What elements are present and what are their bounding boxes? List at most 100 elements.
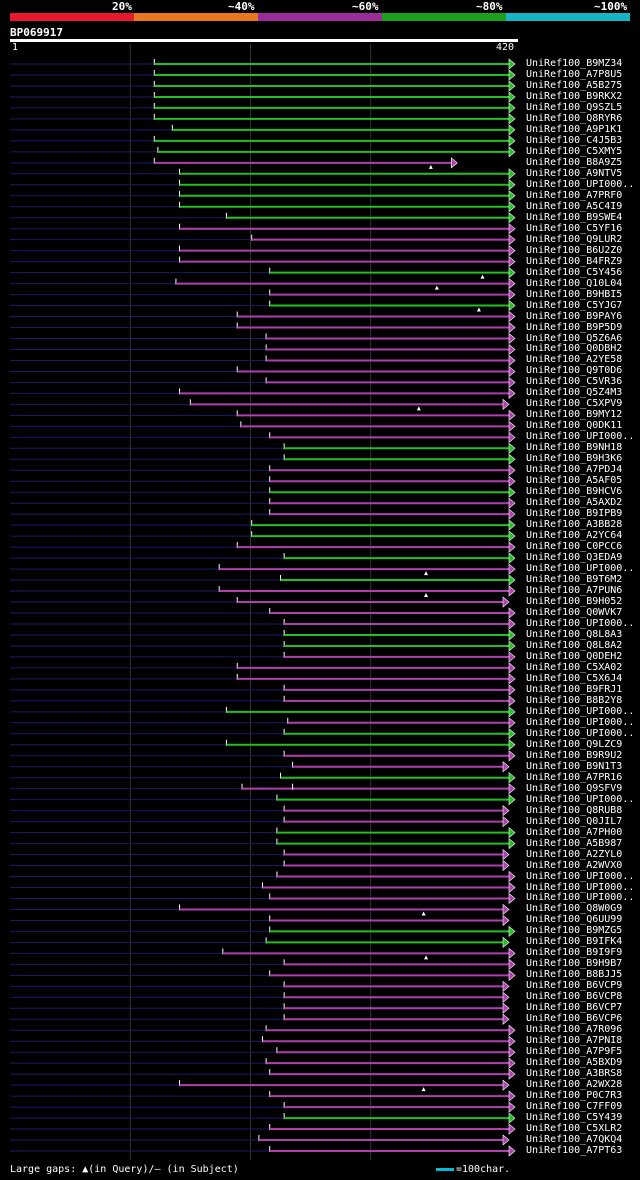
hit-label[interactable]: UniRef100_B9MY12 bbox=[526, 409, 623, 421]
hit-label[interactable]: UniRef100_Q8W0G9 bbox=[526, 903, 623, 915]
hit-label[interactable]: UniRef100_B9H3K6 bbox=[526, 453, 623, 465]
hit-label[interactable]: UniRef100_P0C7R3 bbox=[526, 1090, 623, 1102]
hit-label[interactable]: UniRef100_A5AF05 bbox=[526, 475, 623, 487]
hit-label[interactable]: UniRef100_Q0WVK7 bbox=[526, 607, 623, 618]
hit-label[interactable]: UniRef100_Q9SFV9 bbox=[526, 782, 623, 794]
hit-label[interactable]: UniRef100_B9HCV6 bbox=[526, 486, 623, 498]
hit-label[interactable]: UniRef100_B9MZ34 bbox=[526, 58, 623, 69]
hit-label[interactable]: UniRef100_B9SWE4 bbox=[526, 211, 623, 223]
hit-label[interactable]: UniRef100_B6VCP7 bbox=[526, 1002, 623, 1014]
hit-label[interactable]: UniRef100_Q0DK11 bbox=[526, 420, 623, 432]
hit-label[interactable]: UniRef100_Q8L8A2 bbox=[526, 639, 623, 651]
hit-label[interactable]: UniRef100_UPI000.. bbox=[526, 563, 635, 575]
hit-label[interactable]: UniRef100_B8BJJ5 bbox=[526, 969, 623, 981]
hit-label[interactable]: UniRef100_B9NH18 bbox=[526, 442, 623, 454]
hit-label[interactable]: UniRef100_Q9LUR2 bbox=[526, 233, 623, 245]
hit-label[interactable]: UniRef100_B9IFK4 bbox=[526, 936, 623, 948]
hit-label[interactable]: UniRef100_Q8L8A3 bbox=[526, 628, 623, 640]
hit-label[interactable]: UniRef100_UPI000.. bbox=[526, 178, 635, 190]
hit-label[interactable]: UniRef100_C5YF16 bbox=[526, 222, 623, 234]
hit-label[interactable]: UniRef100_Q5Z6A6 bbox=[526, 332, 623, 344]
hit-label[interactable]: UniRef100_B9FRJ1 bbox=[526, 683, 623, 695]
hit-label[interactable]: UniRef100_A7PUN6 bbox=[526, 585, 623, 597]
hit-label[interactable]: UniRef100_B9H052 bbox=[526, 596, 623, 608]
hit-label[interactable]: UniRef100_B6VCP9 bbox=[526, 980, 623, 992]
hit-label[interactable]: UniRef100_Q0DEH2 bbox=[526, 650, 623, 662]
hit-label[interactable]: UniRef100_Q9LZC9 bbox=[526, 738, 623, 750]
hit-label[interactable]: UniRef100_B9I9F9 bbox=[526, 947, 623, 959]
hit-label[interactable]: UniRef100_A7QKQ4 bbox=[526, 1134, 623, 1146]
hit-label[interactable]: UniRef100_Q0JIL7 bbox=[526, 815, 623, 827]
hit-label[interactable]: UniRef100_B9HBI5 bbox=[526, 288, 623, 300]
hit-label[interactable]: UniRef100_A5AXD2 bbox=[526, 497, 623, 509]
hit-label[interactable]: UniRef100_B8B2Y8 bbox=[526, 694, 623, 706]
hit-label[interactable]: UniRef100_B9H9B7 bbox=[526, 958, 623, 970]
hit-label[interactable]: UniRef100_A7P9F5 bbox=[526, 1046, 623, 1058]
hit-label[interactable]: UniRef100_C7FF09 bbox=[526, 1101, 623, 1113]
hit-label[interactable]: UniRef100_B9MZG5 bbox=[526, 925, 623, 937]
hit-label[interactable]: UniRef100_A5B275 bbox=[526, 79, 623, 91]
hit-label[interactable]: UniRef100_B4FRZ9 bbox=[526, 255, 623, 267]
hit-label[interactable]: UniRef100_Q0DBH2 bbox=[526, 343, 623, 355]
hit-label[interactable]: UniRef100_A2YE58 bbox=[526, 354, 623, 366]
hit-label[interactable]: UniRef100_A9NTV5 bbox=[526, 167, 623, 179]
hit-label[interactable]: UniRef100_A3BRS8 bbox=[526, 1068, 623, 1080]
hit-label[interactable]: UniRef100_A7R096 bbox=[526, 1024, 623, 1036]
hit-label[interactable]: UniRef100_C4J5B3 bbox=[526, 134, 623, 146]
hit-label[interactable]: UniRef100_Q8RUB8 bbox=[526, 804, 623, 816]
hit-label[interactable]: UniRef100_B9RKX2 bbox=[526, 90, 623, 102]
hit-label[interactable]: UniRef100_A5C4I9 bbox=[526, 200, 623, 212]
hit-label[interactable]: UniRef100_A5BXD9 bbox=[526, 1057, 623, 1069]
hit-label[interactable]: UniRef100_UPI000.. bbox=[526, 892, 635, 904]
hit-label[interactable]: UniRef100_A7PT63 bbox=[526, 1145, 623, 1157]
hit-label[interactable]: UniRef100_C0PCC6 bbox=[526, 541, 623, 553]
hit-label[interactable]: UniRef100_Q8RYR6 bbox=[526, 112, 623, 124]
hit-label[interactable]: UniRef100_UPI000.. bbox=[526, 716, 635, 728]
hit-label[interactable]: UniRef100_A7PDJ4 bbox=[526, 464, 623, 476]
hit-label[interactable]: UniRef100_Q9SZL5 bbox=[526, 101, 623, 113]
hit-label[interactable]: UniRef100_B9P5D9 bbox=[526, 321, 623, 333]
hit-label[interactable]: UniRef100_C5VR36 bbox=[526, 376, 623, 388]
hit-label[interactable]: UniRef100_UPI000.. bbox=[526, 431, 635, 443]
hit-label[interactable]: UniRef100_Q5Z4M3 bbox=[526, 387, 623, 399]
hit-label[interactable]: UniRef100_C5YJG7 bbox=[526, 299, 623, 311]
hit-label[interactable]: UniRef100_A2WX28 bbox=[526, 1079, 623, 1091]
hit-label[interactable]: UniRef100_UPI000.. bbox=[526, 617, 635, 629]
hit-label[interactable]: UniRef100_B6U2Z0 bbox=[526, 244, 623, 256]
hit-label[interactable]: UniRef100_Q10L04 bbox=[526, 277, 623, 289]
hit-label[interactable]: UniRef100_B9IPB9 bbox=[526, 508, 623, 520]
hit-label[interactable]: UniRef100_Q3EDA9 bbox=[526, 552, 623, 564]
hit-label[interactable]: UniRef100_Q6UU99 bbox=[526, 914, 623, 926]
hit-label[interactable]: UniRef100_UPI000.. bbox=[526, 870, 635, 882]
hit-label[interactable]: UniRef100_B9R9U2 bbox=[526, 749, 623, 761]
hit-label[interactable]: UniRef100_C5XA02 bbox=[526, 661, 623, 673]
hit-label[interactable]: UniRef100_A7PH00 bbox=[526, 826, 623, 838]
hit-label[interactable]: UniRef100_A2ZYL0 bbox=[526, 848, 623, 860]
hit-label[interactable]: UniRef100_A7PR16 bbox=[526, 771, 623, 783]
hit-label[interactable]: UniRef100_B8A9Z5 bbox=[526, 156, 623, 168]
hit-label[interactable]: UniRef100_B6VCP8 bbox=[526, 991, 623, 1003]
hit-label[interactable]: UniRef100_Q9T0D6 bbox=[526, 365, 623, 377]
hit-label[interactable]: UniRef100_B9N1T3 bbox=[526, 760, 623, 772]
hit-label[interactable]: UniRef100_UPI000.. bbox=[526, 727, 635, 739]
hit-label[interactable]: UniRef100_C5XPV9 bbox=[526, 398, 623, 410]
hit-label[interactable]: UniRef100_A7P8U5 bbox=[526, 68, 623, 80]
hit-label[interactable]: UniRef100_A9P1K1 bbox=[526, 123, 623, 135]
hit-label[interactable]: UniRef100_A5B987 bbox=[526, 837, 623, 849]
hit-label[interactable]: UniRef100_A2WVX0 bbox=[526, 859, 623, 871]
hit-label[interactable]: UniRef100_B9PAY6 bbox=[526, 310, 623, 322]
hit-label[interactable]: UniRef100_A7PRF0 bbox=[526, 189, 623, 201]
hit-label[interactable]: UniRef100_UPI000.. bbox=[526, 793, 635, 805]
hit-label[interactable]: UniRef100_UPI000.. bbox=[526, 705, 635, 717]
hit-label[interactable]: UniRef100_C5XMY5 bbox=[526, 145, 623, 157]
hit-label[interactable]: UniRef100_UPI000.. bbox=[526, 881, 635, 893]
hit-label[interactable]: UniRef100_C5Y456 bbox=[526, 266, 623, 278]
hit-label[interactable]: UniRef100_C5Y439 bbox=[526, 1112, 623, 1124]
hit-label[interactable]: UniRef100_A2YC64 bbox=[526, 530, 623, 542]
hit-label[interactable]: UniRef100_A3BB28 bbox=[526, 519, 623, 531]
hit-label[interactable]: UniRef100_B9T6M2 bbox=[526, 574, 623, 586]
hit-label[interactable]: UniRef100_B6VCP6 bbox=[526, 1013, 623, 1025]
hit-label[interactable]: UniRef100_C5XLR2 bbox=[526, 1123, 623, 1135]
hit-label[interactable]: UniRef100_C5X6J4 bbox=[526, 672, 623, 684]
hit-label[interactable]: UniRef100_A7PNI8 bbox=[526, 1035, 623, 1047]
